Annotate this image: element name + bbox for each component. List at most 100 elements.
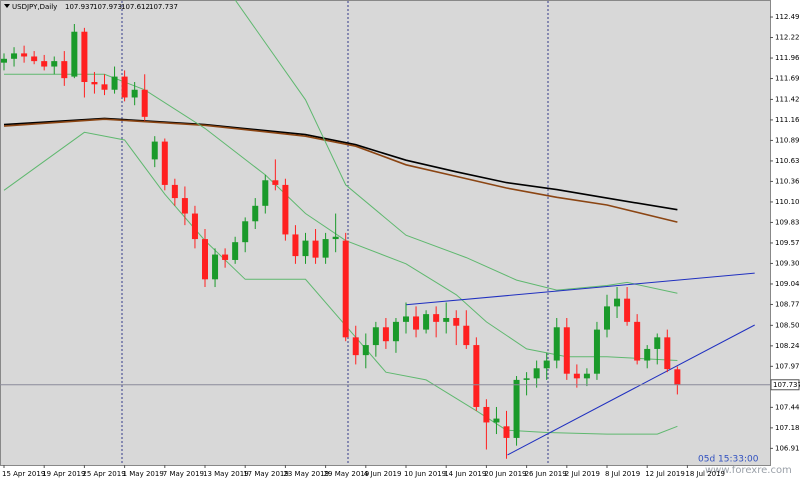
header-high: 107.973 <box>93 3 122 11</box>
candle-body <box>141 89 148 117</box>
x-tick-label: 19 Apr 2019 <box>42 470 85 478</box>
y-tick-label: 109.835 <box>775 218 800 226</box>
x-tick-label: 8 Jul 2019 <box>605 470 640 478</box>
y-tick-label: 108.240 <box>775 342 800 350</box>
candle-body <box>674 369 681 385</box>
candle-body <box>463 325 470 346</box>
candle-body <box>131 89 138 98</box>
header-icon <box>4 4 10 8</box>
candle-body <box>573 373 580 379</box>
header-low: 107.612 <box>121 3 150 11</box>
indicator-line <box>3 118 678 223</box>
chart-title: USDJPY,Daily <box>12 3 57 11</box>
candle-body <box>21 53 28 57</box>
y-tick-label: 109.040 <box>775 280 800 288</box>
candle-body <box>543 360 550 369</box>
candle-body <box>533 368 540 379</box>
x-tick-label: 15 Apr 2019 <box>2 470 45 478</box>
candle-body <box>292 234 299 257</box>
x-tick-label: 12 Jul 2019 <box>645 470 685 478</box>
y-tick-label: 111.425 <box>775 95 800 103</box>
y-tick-label: 110.895 <box>775 136 800 144</box>
candle-body <box>101 84 108 90</box>
candle-body <box>151 141 158 160</box>
y-tick-label: 107.975 <box>775 362 800 370</box>
y-tick-label: 107.180 <box>775 424 800 432</box>
candle-body <box>593 329 600 374</box>
y-tick-label: 109.570 <box>775 239 800 247</box>
candle-body <box>232 242 239 260</box>
trend-line <box>507 324 755 456</box>
candle-body <box>523 378 530 380</box>
y-tick-label: 110.365 <box>775 177 800 185</box>
x-tick-label: 7 May 2019 <box>163 470 204 478</box>
x-tick-label: 13 May 2019 <box>203 470 249 478</box>
x-tick-label: 17 May 2019 <box>243 470 289 478</box>
y-tick-label: 108.505 <box>775 321 800 329</box>
candle-body <box>372 327 379 346</box>
candle-body <box>392 321 399 342</box>
candle-body <box>81 31 88 83</box>
current-price-box <box>770 379 800 391</box>
candle-body <box>644 348 651 361</box>
candle-body <box>171 184 178 199</box>
watermark: www.forexre.com <box>705 465 792 476</box>
candle-body <box>252 205 259 222</box>
plot-area <box>0 0 771 466</box>
candle-body <box>272 180 279 185</box>
candle-body <box>493 418 500 423</box>
candle-body <box>111 76 118 90</box>
candle-body <box>121 76 128 98</box>
candle-body <box>342 240 349 338</box>
candle-body <box>161 141 168 185</box>
candle-body <box>312 240 319 258</box>
candle-body <box>513 379 520 438</box>
x-tick-label: 20 Jun 2019 <box>484 470 526 478</box>
y-tick-label: 112.490 <box>775 13 800 21</box>
x-tick-label: 10 Jun 2019 <box>404 470 446 478</box>
y-tick-label: 110.630 <box>775 157 800 165</box>
candle-body <box>624 298 631 322</box>
x-tick-label: 25 Apr 2019 <box>82 470 125 478</box>
candle-body <box>382 327 389 342</box>
candle-body <box>604 306 610 330</box>
candle-body <box>664 337 671 370</box>
x-tick-label: 4 Jun 2019 <box>364 470 402 478</box>
candle-body <box>191 213 198 240</box>
x-tick-label: 14 Jun 2019 <box>444 470 486 478</box>
candle-body <box>302 240 309 257</box>
x-tick-label: 1 May 2019 <box>123 470 164 478</box>
y-tick-label: 111.695 <box>775 75 800 83</box>
candle-body <box>11 53 18 59</box>
candle-body <box>71 31 78 77</box>
chart-layer <box>0 0 770 459</box>
candle-body <box>322 239 329 258</box>
candle-body <box>352 337 359 356</box>
candle-body <box>212 254 219 280</box>
x-tick-label: 26 Jun 2019 <box>525 470 567 478</box>
y-tick-label: 109.305 <box>775 259 800 267</box>
candle-body <box>332 236 339 240</box>
candle-body <box>91 82 98 85</box>
x-tick-label: 29 May 2019 <box>324 470 370 478</box>
candle-body <box>614 298 621 307</box>
candle-body <box>242 221 249 243</box>
candle-body <box>222 254 229 260</box>
candle-body <box>31 56 38 62</box>
candle-body <box>403 316 409 322</box>
candle-body <box>483 406 490 423</box>
candle-body <box>1 58 7 63</box>
candle-body <box>423 314 430 330</box>
y-tick-label: 112.225 <box>775 34 800 42</box>
header-open: 107.937 <box>65 3 94 11</box>
candle-body <box>41 61 48 67</box>
candle-body <box>583 373 590 379</box>
candle-body <box>362 345 369 356</box>
indicator-line <box>234 0 678 294</box>
candle-body <box>413 316 420 330</box>
x-tick-label: 18 Jul 2019 <box>685 470 725 478</box>
current-price-label: 107.737 <box>773 381 800 389</box>
candle-body <box>553 327 560 361</box>
candle-body <box>503 426 510 438</box>
